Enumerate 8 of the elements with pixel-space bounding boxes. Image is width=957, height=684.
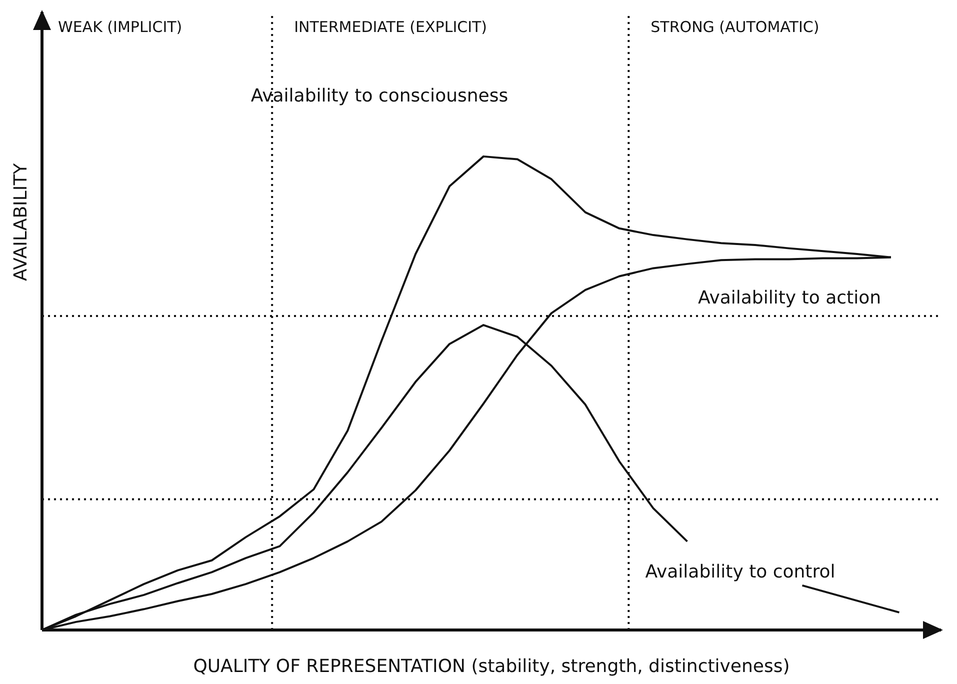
series-label: Availability to action: [698, 287, 881, 308]
text: STRONG (AUTOMATIC): [650, 18, 820, 36]
text: WEAK (IMPLICIT): [58, 18, 182, 36]
text: INTERMEDIATE (EXPLICIT): [294, 18, 488, 36]
x-axis-title: QUALITY OF REPRESENTATION (stability, strength, distinctiveness): [193, 656, 790, 677]
y-axis-title: AVAILABILITY: [10, 162, 32, 281]
text: Availability to control: [645, 561, 836, 582]
text: Availability to consciousness: [250, 85, 508, 106]
